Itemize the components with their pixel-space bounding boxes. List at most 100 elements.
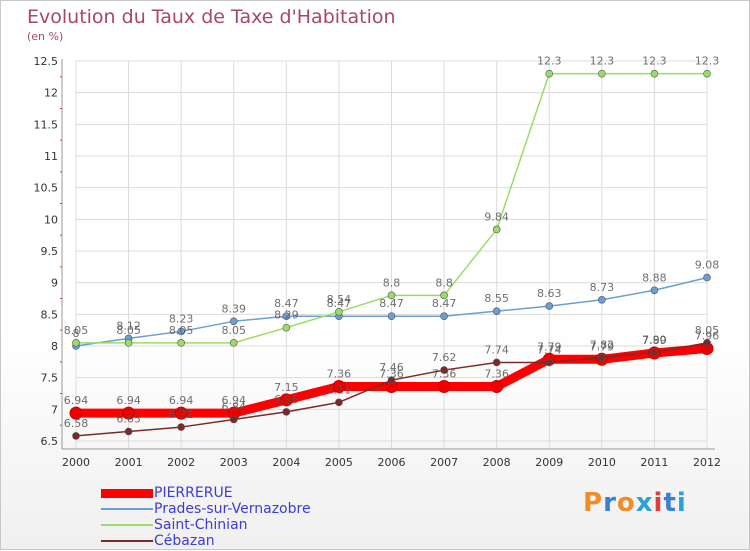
data-label: 6.65 [116,413,141,426]
point-1 [177,327,185,336]
x-tick-label: 2006 [378,456,406,469]
point-1 [282,312,291,321]
point-2 [229,339,238,347]
x-tick-label: 2001 [115,456,143,469]
point-3 [440,366,448,374]
data-label: 6.94 [116,394,141,407]
logo-letter: o [616,488,636,518]
point-3 [335,398,343,407]
data-label: 8.8 [383,276,401,289]
point-3 [177,423,185,431]
point-3 [229,415,238,424]
data-label: 7.36 [484,368,509,381]
data-label: 7.62 [432,351,457,364]
data-label: 6.94 [222,394,247,407]
point-2 [124,339,133,347]
legend-swatch [101,540,153,542]
point-2 [335,307,343,316]
point-0 [279,393,293,407]
point-3 [124,427,133,436]
x-tick-label: 2010 [588,456,616,469]
y-tick-label: 8.5 [41,308,59,321]
point-3 [282,408,291,416]
data-label: 6.94 [169,394,194,407]
legend-label: PIERRERUE [154,485,233,501]
data-label: 7.90 [642,333,667,346]
point-3 [72,432,80,440]
point-3 [598,353,606,362]
data-label: 8.12 [116,319,141,332]
point-0 [69,406,83,420]
point-1 [650,286,659,295]
data-label: 8.47 [327,297,352,310]
data-label: 7.74 [484,343,509,356]
logo-letter: x [635,488,654,518]
point-1 [492,307,501,315]
data-label: 7.89 [642,334,667,347]
logo-letter: t [663,488,677,518]
point-0 [174,406,188,420]
point-0 [122,406,136,420]
data-label: 6.58 [64,417,89,430]
data-label: 8.63 [537,287,562,300]
x-tick-label: 2009 [535,456,563,469]
data-label: 8.8 [435,276,453,289]
data-label: 8.47 [274,297,299,310]
x-tick-label: 2012 [693,456,721,469]
point-3 [545,358,554,367]
x-tick-label: 2011 [640,456,668,469]
data-label: 7.79 [590,340,615,353]
data-label: 12.3 [695,55,720,68]
point-2 [545,69,554,78]
point-0 [332,380,346,394]
data-label: 8.23 [169,312,194,325]
data-label: 7.82 [590,338,615,351]
legend-swatch [101,488,153,498]
point-3 [492,358,501,367]
legend-label: Saint-Chinian [154,517,248,533]
point-2 [492,225,501,234]
point-2 [387,291,396,300]
data-label: 6.84 [222,400,247,413]
data-label: 7.36 [327,368,352,381]
x-tick-label: 2007 [430,456,458,469]
legend-swatch [101,508,153,510]
data-label: 8.05 [116,324,141,337]
data-label: 8.54 [327,293,352,306]
point-2 [440,291,448,300]
data-label: 7.96 [695,330,720,343]
logo-letter: i [653,488,664,518]
point-2 [703,69,711,78]
point-1 [387,312,396,321]
y-tick-label: 6.5 [41,435,59,448]
data-label: 8.29 [274,309,299,322]
x-tick-label: 2000 [62,456,90,469]
legend-label: Prades-sur-Vernazobre [154,501,311,517]
data-label: 7.15 [274,381,299,394]
point-1 [440,312,448,321]
point-2 [650,69,659,78]
y-tick-label: 12 [44,87,58,100]
data-label: 8.88 [642,271,667,284]
point-2 [72,339,80,347]
point-1 [598,295,606,304]
point-2 [598,69,606,78]
point-0 [490,380,504,394]
data-label: 8.47 [432,297,457,310]
data-label: 8.55 [484,292,509,305]
point-1 [703,273,711,282]
data-label: 7.46 [379,361,404,374]
chart-title: Evolution du Taux de Taxe d'Habitation [27,6,396,28]
point-3 [387,376,396,385]
y-tick-label: 9 [51,277,58,290]
y-tick-label: 9.5 [41,245,59,258]
point-1 [545,302,554,310]
data-label: 9.08 [695,259,720,272]
x-tick-label: 2004 [272,456,300,469]
data-label: 8 [73,327,80,340]
chart-subtitle: (en %) [27,30,64,43]
point-3 [703,339,711,347]
data-label: 6.96 [274,393,299,406]
